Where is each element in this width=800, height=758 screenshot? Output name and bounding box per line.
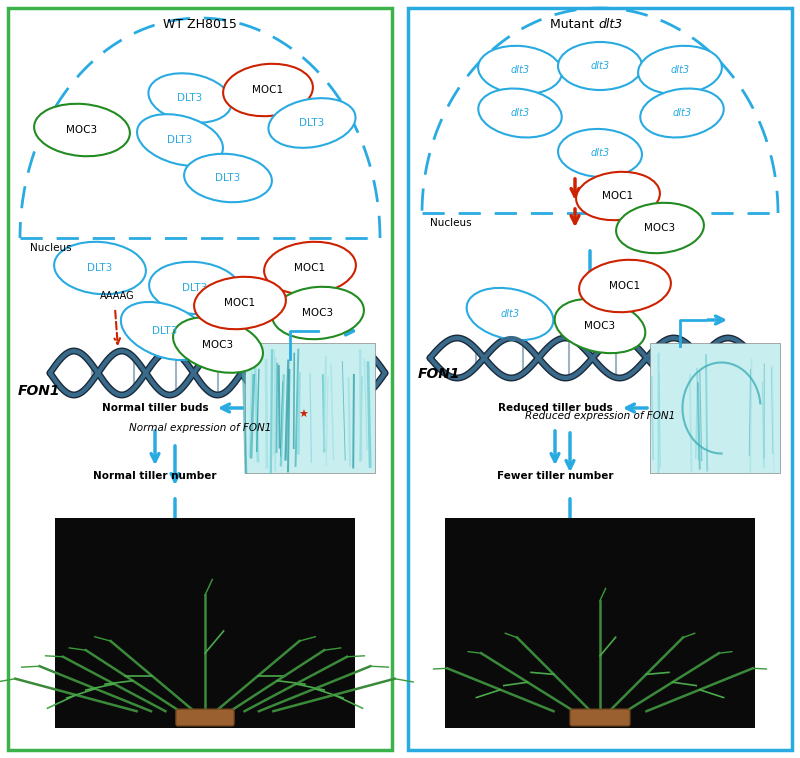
Ellipse shape <box>576 172 660 220</box>
Text: Normal tiller buds: Normal tiller buds <box>102 403 208 413</box>
Ellipse shape <box>558 129 642 177</box>
Ellipse shape <box>638 45 722 94</box>
Ellipse shape <box>137 114 223 166</box>
Text: Normal tiller number: Normal tiller number <box>94 471 217 481</box>
Text: MOC1: MOC1 <box>602 191 634 201</box>
Text: WT ZH8015: WT ZH8015 <box>163 18 237 31</box>
Text: MOC3: MOC3 <box>66 125 98 135</box>
Text: MOC1: MOC1 <box>610 281 641 291</box>
FancyBboxPatch shape <box>55 518 355 728</box>
Ellipse shape <box>466 288 554 340</box>
Text: DLT3: DLT3 <box>167 135 193 145</box>
Text: DLT3: DLT3 <box>178 93 202 103</box>
Ellipse shape <box>184 154 272 202</box>
Text: DLT3: DLT3 <box>299 118 325 128</box>
Text: FON1: FON1 <box>418 367 461 381</box>
Text: DLT3: DLT3 <box>182 283 208 293</box>
Text: dlt3: dlt3 <box>670 65 690 75</box>
Ellipse shape <box>478 45 562 94</box>
Text: MOC3: MOC3 <box>645 223 675 233</box>
Ellipse shape <box>194 277 286 329</box>
Ellipse shape <box>264 242 356 294</box>
Text: dlt3: dlt3 <box>590 61 610 71</box>
Text: dlt3: dlt3 <box>598 18 622 31</box>
Text: Reduced expression of FON1: Reduced expression of FON1 <box>525 411 675 421</box>
Text: MOC3: MOC3 <box>202 340 234 350</box>
Ellipse shape <box>616 203 704 253</box>
Ellipse shape <box>478 89 562 137</box>
Ellipse shape <box>121 302 209 360</box>
Ellipse shape <box>640 89 724 137</box>
Ellipse shape <box>272 287 364 340</box>
Ellipse shape <box>54 242 146 294</box>
Text: Reduced tiller buds: Reduced tiller buds <box>498 403 612 413</box>
Text: dlt3: dlt3 <box>501 309 519 319</box>
Ellipse shape <box>34 104 130 156</box>
Text: DLT3: DLT3 <box>215 173 241 183</box>
Ellipse shape <box>223 64 313 116</box>
Text: DLT3: DLT3 <box>152 326 178 336</box>
Text: MOC3: MOC3 <box>302 308 334 318</box>
Text: dlt3: dlt3 <box>673 108 691 118</box>
Ellipse shape <box>558 42 642 90</box>
FancyBboxPatch shape <box>8 8 392 750</box>
Text: Nucleus: Nucleus <box>430 218 472 228</box>
Text: FON1: FON1 <box>18 384 61 398</box>
Text: dlt3: dlt3 <box>510 65 530 75</box>
FancyBboxPatch shape <box>445 518 755 728</box>
Ellipse shape <box>554 299 646 353</box>
Ellipse shape <box>149 262 241 315</box>
Text: DLT3: DLT3 <box>87 263 113 273</box>
Text: MOC1: MOC1 <box>253 85 283 95</box>
Text: MOC1: MOC1 <box>225 298 255 308</box>
FancyBboxPatch shape <box>570 709 630 726</box>
Ellipse shape <box>149 74 231 123</box>
Ellipse shape <box>173 317 263 373</box>
Text: Mutant: Mutant <box>550 18 598 31</box>
Text: MOC1: MOC1 <box>294 263 326 273</box>
Text: MOC3: MOC3 <box>585 321 615 331</box>
Text: Nucleus: Nucleus <box>30 243 72 253</box>
FancyBboxPatch shape <box>408 8 792 750</box>
FancyBboxPatch shape <box>245 343 375 473</box>
Ellipse shape <box>579 260 671 312</box>
Text: ★: ★ <box>298 409 309 419</box>
Text: Normal expression of FON1: Normal expression of FON1 <box>129 423 271 433</box>
Ellipse shape <box>269 98 355 148</box>
FancyBboxPatch shape <box>176 709 234 726</box>
Text: dlt3: dlt3 <box>590 148 610 158</box>
Text: AAAAG: AAAAG <box>100 291 134 301</box>
FancyBboxPatch shape <box>650 343 780 473</box>
Text: dlt3: dlt3 <box>510 108 530 118</box>
Text: Fewer tiller number: Fewer tiller number <box>497 471 614 481</box>
